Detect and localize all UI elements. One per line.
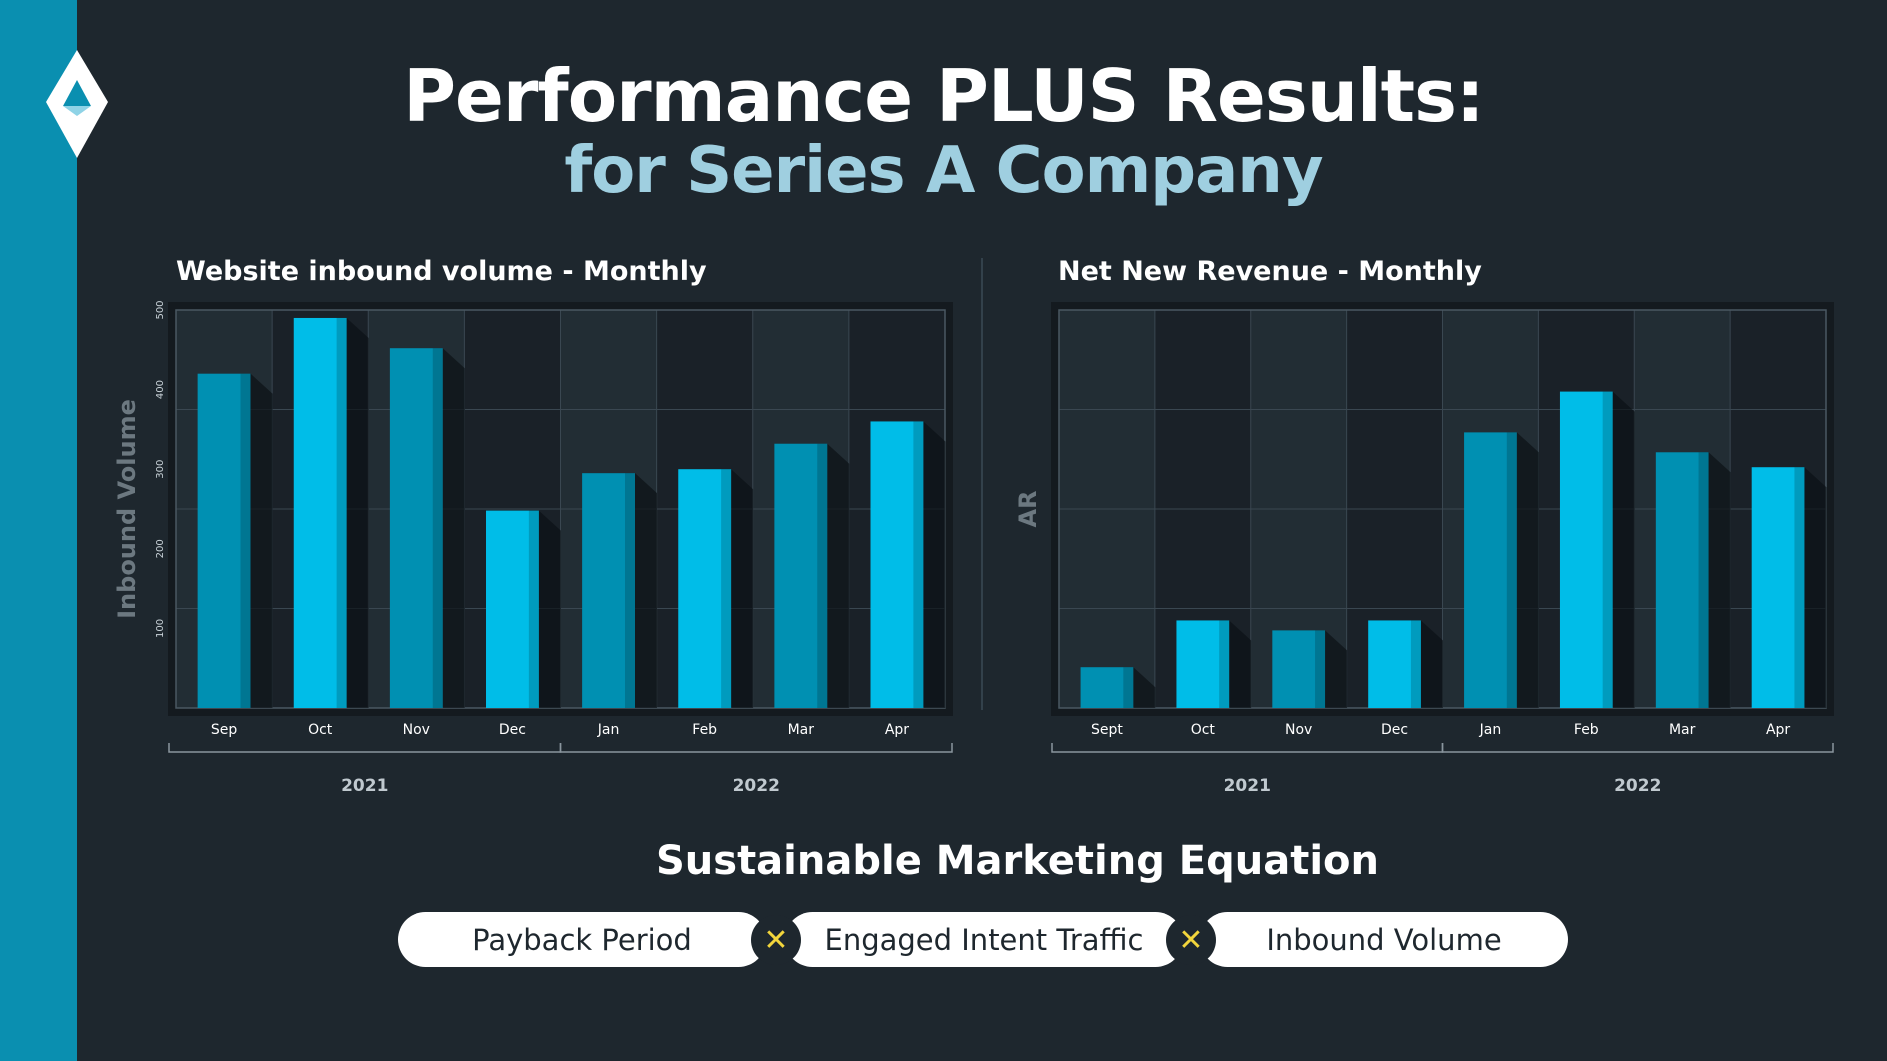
bar xyxy=(1559,391,1613,708)
bar-shadow xyxy=(1708,452,1731,708)
bar xyxy=(1272,630,1326,708)
bar-side xyxy=(913,421,924,708)
chart-divider xyxy=(981,258,983,710)
bar-side xyxy=(817,443,828,708)
x-tick-label: Apr xyxy=(885,722,909,738)
bar-side xyxy=(1506,432,1517,708)
equation-title: Sustainable Marketing Equation xyxy=(655,838,1380,884)
x-tick-label: Nov xyxy=(403,722,430,738)
x-tick-label: Feb xyxy=(1574,722,1599,738)
year-bracket xyxy=(1051,743,1444,753)
bar-side xyxy=(624,473,635,708)
bar-shadow xyxy=(731,469,754,708)
bar-side xyxy=(1315,630,1326,708)
equation-term-engaged-intent-traffic: Engaged Intent Traffic xyxy=(785,912,1183,967)
bar xyxy=(582,473,635,708)
bar xyxy=(1464,432,1517,708)
bar-shadow xyxy=(923,421,946,708)
equation-term-payback-period: Payback Period xyxy=(398,912,766,967)
bar-side xyxy=(528,510,539,708)
x-tick-label: Jan xyxy=(597,722,620,738)
bar xyxy=(774,443,828,708)
y-axis-label: AR xyxy=(1014,490,1042,527)
bar-side xyxy=(1123,667,1134,708)
bar-side xyxy=(721,469,732,708)
page-title: Performance PLUS Results: xyxy=(403,54,1484,138)
x-tick-label: Oct xyxy=(308,722,333,738)
bar xyxy=(1176,620,1230,708)
bar-shadow xyxy=(1516,432,1539,708)
bar-shadow xyxy=(1133,667,1156,708)
bar xyxy=(1368,620,1421,708)
bar xyxy=(1655,452,1709,708)
chart-1-title: Website inbound volume - Monthly xyxy=(176,256,707,287)
multiply-icon: ✕ xyxy=(751,915,801,965)
bar-side xyxy=(336,317,347,708)
bar-side xyxy=(1794,467,1805,708)
bar-shadow xyxy=(250,373,273,708)
bar-side xyxy=(432,348,443,708)
equation-term-inbound-volume: Inbound Volume xyxy=(1200,912,1568,967)
bar-shadow xyxy=(346,317,369,708)
x-tick-label: Sept xyxy=(1091,722,1123,738)
bar-shadow xyxy=(1804,467,1827,708)
y-tick-label: 400 xyxy=(155,380,166,399)
x-tick-label: Mar xyxy=(1669,722,1696,738)
year-bracket xyxy=(1441,743,1834,753)
logo-diamond-icon xyxy=(46,50,108,158)
bar xyxy=(870,421,924,708)
bar xyxy=(293,317,347,708)
bar xyxy=(678,469,732,708)
bar xyxy=(486,510,539,708)
bar-shadow xyxy=(1612,391,1635,708)
bar xyxy=(1080,667,1134,708)
page-subtitle: for Series A Company xyxy=(564,134,1323,208)
bar-side xyxy=(1410,620,1421,708)
year-label: 2022 xyxy=(1614,776,1661,796)
bar xyxy=(197,373,251,708)
y-tick-label: 100 xyxy=(155,619,166,638)
bar-side xyxy=(1602,391,1613,708)
bar-shadow xyxy=(1325,630,1348,708)
bar-side xyxy=(1698,452,1709,708)
y-axis-label: Inbound Volume xyxy=(113,399,141,619)
year-label: 2022 xyxy=(733,776,780,796)
bar-side xyxy=(240,373,251,708)
bar xyxy=(389,348,443,708)
x-tick-label: Apr xyxy=(1766,722,1790,738)
bar xyxy=(1751,467,1805,708)
x-tick-label: Dec xyxy=(499,722,526,738)
accent-sidebar xyxy=(0,0,77,1061)
bar-shadow xyxy=(827,443,850,708)
x-tick-label: Dec xyxy=(1381,722,1408,738)
x-tick-label: Nov xyxy=(1285,722,1312,738)
year-bracket xyxy=(559,743,953,753)
y-tick-label: 500 xyxy=(155,300,166,319)
x-tick-label: Sep xyxy=(211,722,238,738)
y-tick-label: 200 xyxy=(155,539,166,558)
year-label: 2021 xyxy=(1224,776,1271,796)
chart-2-title: Net New Revenue - Monthly xyxy=(1058,256,1482,287)
bar-side xyxy=(1219,620,1230,708)
bar-shadow xyxy=(442,348,465,708)
bar-shadow xyxy=(634,473,657,708)
y-tick-label: 300 xyxy=(155,460,166,479)
x-tick-label: Oct xyxy=(1191,722,1216,738)
bar-shadow xyxy=(538,510,561,708)
year-label: 2021 xyxy=(341,776,388,796)
bar-shadow xyxy=(1229,620,1252,708)
bar-shadow xyxy=(1420,620,1443,708)
x-tick-label: Feb xyxy=(692,722,717,738)
x-tick-label: Jan xyxy=(1479,722,1502,738)
multiply-icon: ✕ xyxy=(1166,915,1216,965)
x-tick-label: Mar xyxy=(788,722,815,738)
